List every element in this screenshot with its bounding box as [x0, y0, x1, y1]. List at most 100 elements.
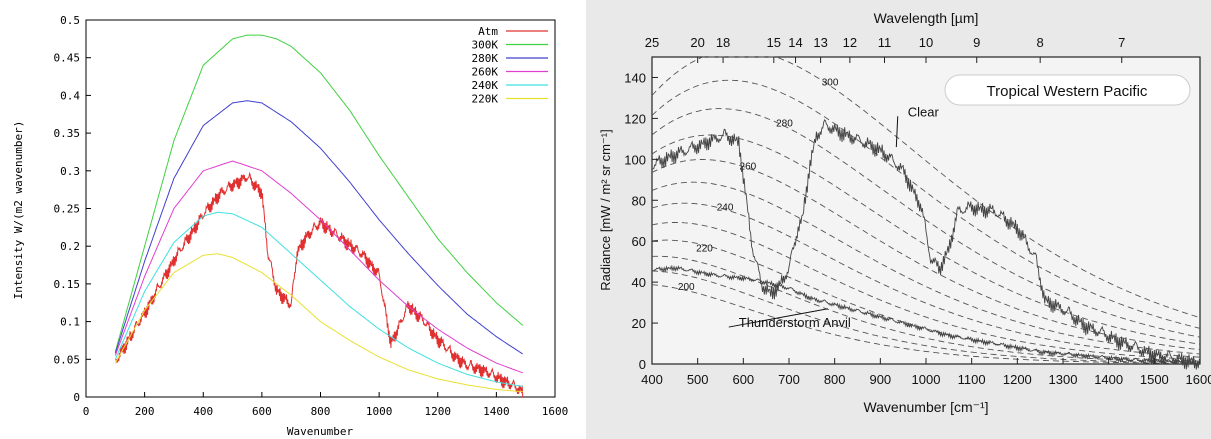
- right-top-tick-label: 20: [690, 35, 704, 50]
- right-x-tick-label: 1200: [1003, 372, 1032, 387]
- right-y-tick-label: 20: [632, 316, 646, 331]
- right-y-tick-label: 80: [632, 193, 646, 208]
- right-y-tick-label: 140: [624, 70, 646, 85]
- right-top-axis-label: Wavelength [µm]: [874, 10, 979, 26]
- left-series-line: [115, 171, 524, 398]
- right-planck-curve: [651, 202, 1201, 358]
- right-y-axis-label: Radiance [mW / m² sr cm⁻¹]: [598, 129, 613, 290]
- left-ticks-group: 0 200 400 600 800 1000 1200 1400 1600 0 0.05 0.1 0.1…: [54, 14, 569, 418]
- right-curve-temp-label: 300: [822, 78, 839, 89]
- right-top-tick-label: 7: [1118, 35, 1125, 50]
- left-y-tick-label: 0: [73, 391, 80, 404]
- left-y-tick-label: 0.35: [54, 127, 81, 140]
- left-x-tick-label: 1400: [483, 405, 510, 418]
- right-top-tick-label: 15: [767, 35, 781, 50]
- right-planck-curve: [651, 239, 1200, 362]
- right-top-tick-label: 10: [919, 35, 933, 50]
- right-curve-temp-label: 220: [696, 243, 713, 254]
- right-top-tick-label: 13: [813, 35, 827, 50]
- left-y-tick-label: 0.3: [60, 165, 80, 178]
- right-y-tick-label: 40: [632, 275, 646, 290]
- left-x-axis-label: Wavenumber: [287, 425, 354, 438]
- right-y-tick-label: 100: [624, 152, 646, 167]
- right-title-box: [944, 74, 1191, 106]
- right-x-axis-label: Wavenumber [cm⁻¹]: [863, 399, 988, 415]
- right-curve-temp-label: 280: [776, 118, 793, 129]
- left-y-tick-label: 0.05: [54, 353, 81, 366]
- left-x-tick-label: 600: [252, 405, 272, 418]
- right-x-tick-label: 400: [641, 372, 663, 387]
- right-top-tick-label: 8: [1037, 35, 1044, 50]
- left-y-tick-label: 0.4: [60, 89, 80, 102]
- left-series-line: [114, 160, 523, 374]
- left-y-tick-label: 0.5: [60, 14, 80, 27]
- right-y-tick-label: 0: [639, 357, 646, 372]
- right-x-tick-label: 700: [778, 372, 800, 387]
- left-legend-label: 240K: [472, 79, 499, 92]
- left-legend-label: 300K: [472, 39, 499, 52]
- right-x-tick-label: 800: [824, 372, 846, 387]
- left-x-tick-label: 0: [83, 405, 90, 418]
- right-x-tick-label: 1400: [1094, 372, 1123, 387]
- left-legend-label: 260K: [472, 66, 499, 79]
- right-y-tick-label: 120: [624, 111, 646, 126]
- right-planck-curve: [651, 134, 1201, 345]
- right-annotation-arrow: [728, 308, 828, 328]
- left-x-tick-label: 1000: [366, 405, 393, 418]
- left-x-tick-label: 1600: [542, 405, 569, 418]
- right-planck-curve: [651, 79, 1201, 329]
- right-x-tick-label: 1000: [912, 372, 941, 387]
- right-top-tick-label: 11: [878, 35, 892, 50]
- right-x-tick-label: 1500: [1140, 372, 1169, 387]
- right-planck-curve: [651, 56, 1201, 318]
- right-curve-temp-label: 260: [740, 161, 757, 172]
- right-title: Tropical Western Pacific: [987, 83, 1148, 100]
- left-y-tick-label: 0.2: [60, 240, 80, 253]
- left-y-tick-label: 0.1: [60, 316, 80, 329]
- left-x-tick-label: 1200: [425, 405, 452, 418]
- left-y-tick-label: 0.25: [54, 203, 81, 216]
- right-series-line: [651, 119, 1201, 370]
- right-x-tick-label: 900: [869, 372, 891, 387]
- right-x-tick-label: 600: [732, 372, 754, 387]
- left-legend-label: Atm: [478, 25, 498, 38]
- right-annotations-group: Clear Thunderstorm Anvil: [728, 104, 940, 330]
- right-x-tick-label: 1600: [1186, 372, 1211, 387]
- right-planck-group: 300 280 260 240 220 200: [651, 56, 1201, 364]
- left-chart: 0 200 400 600 800 1000 1200 1400 1600 0 0.05 0.1 0.1…: [12, 14, 568, 438]
- right-curve-temp-label: 200: [678, 282, 695, 293]
- right-plot-frame: [651, 56, 1201, 365]
- right-x-tick-label: 1300: [1049, 372, 1078, 387]
- left-y-axis-label: Intensity W/(m2 wavenumber): [12, 121, 25, 300]
- right-top-tick-label: 14: [788, 35, 802, 50]
- left-y-tick-label: 0.15: [54, 278, 81, 291]
- right-top-tick-label: 12: [843, 35, 857, 50]
- left-series-line: [114, 100, 524, 355]
- left-x-tick-label: 200: [135, 405, 155, 418]
- left-series-line: [114, 34, 524, 352]
- right-y-tick-label: 60: [632, 234, 646, 249]
- right-curve-temp-label: 240: [717, 202, 734, 213]
- right-x-tick-label: 500: [687, 372, 709, 387]
- right-top-tick-label: 9: [973, 35, 980, 50]
- right-top-tick-label: 25: [645, 35, 659, 50]
- right-planck-curve: [651, 222, 1201, 360]
- left-series-line: [114, 253, 523, 393]
- left-series-line: [114, 211, 523, 387]
- right-annotation-label: Clear: [908, 104, 940, 119]
- right-planck-curve: [652, 270, 1200, 364]
- left-y-tick-label: 0.45: [54, 52, 81, 65]
- right-top-tick-label: 18: [716, 35, 730, 50]
- left-legend-label: 220K: [472, 93, 499, 106]
- left-x-tick-label: 400: [193, 405, 213, 418]
- right-annotation-arrow: [895, 116, 899, 148]
- right-x-tick-label: 1100: [958, 372, 986, 387]
- left-plot-frame: [85, 19, 556, 398]
- left-x-tick-label: 800: [311, 405, 331, 418]
- right-ticks-group: 400 500 600 700 800 900 1000 1100 1200 1300 1400 15…: [624, 35, 1211, 387]
- left-series-group: [114, 34, 524, 398]
- right-planck-curve: [651, 108, 1201, 338]
